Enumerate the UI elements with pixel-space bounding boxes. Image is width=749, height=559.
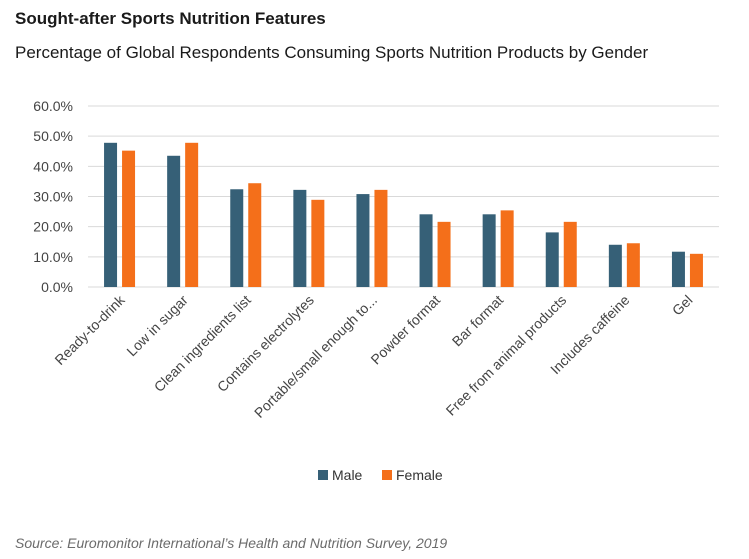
y-tick-label: 10.0%: [33, 249, 73, 265]
bar-female-4: [311, 199, 325, 287]
bar-male-8: [545, 232, 559, 287]
y-tick-label: 0.0%: [41, 279, 73, 295]
source-note: Source: Euromonitor International’s Heal…: [15, 535, 448, 551]
bar-female-8: [563, 221, 577, 287]
legend-label-male: Male: [332, 467, 363, 483]
y-tick-label: 30.0%: [33, 189, 73, 205]
y-tick-label: 20.0%: [33, 219, 73, 235]
legend-swatch-male: [318, 470, 328, 480]
bar-female-1: [122, 150, 136, 287]
bar-male-4: [293, 189, 307, 287]
bar-male-9: [608, 244, 622, 287]
chart-title: Sought-after Sports Nutrition Features: [15, 9, 326, 28]
bar-female-5: [374, 189, 388, 287]
bar-male-5: [356, 194, 370, 287]
bar-male-7: [482, 214, 496, 287]
x-tick-label: Bar format: [449, 292, 507, 350]
legend-swatch-female: [382, 470, 392, 480]
x-tick-label: Portable/small enough to...: [251, 292, 380, 421]
bar-chart: 0.0% 10.0% 20.0% 30.0% 40.0% 50.0% 60.0% Ready-…: [33, 98, 719, 483]
y-tick-label: 60.0%: [33, 98, 73, 114]
bar-female-10: [689, 253, 703, 287]
x-tick-label: Ready-to-drink: [51, 291, 128, 368]
legend-label-female: Female: [396, 467, 443, 483]
bar-female-6: [437, 221, 451, 287]
y-tick-label: 50.0%: [33, 128, 73, 144]
bar-female-2: [185, 142, 199, 287]
bar-male-3: [230, 189, 244, 287]
chart-subtitle: Percentage of Global Respondents Consumi…: [15, 43, 649, 62]
bar-female-9: [626, 243, 640, 287]
bar-male-10: [671, 251, 685, 287]
bar-female-7: [500, 210, 514, 287]
bar-male-2: [167, 155, 181, 287]
bar-female-3: [248, 183, 262, 287]
x-tick-label: Low in sugar: [123, 292, 191, 360]
y-tick-label: 40.0%: [33, 158, 73, 174]
bar-male-6: [419, 214, 433, 287]
x-tick-label: Gel: [669, 292, 696, 319]
bar-male-1: [104, 142, 118, 287]
x-tick-label: Free from animal products: [443, 292, 570, 419]
